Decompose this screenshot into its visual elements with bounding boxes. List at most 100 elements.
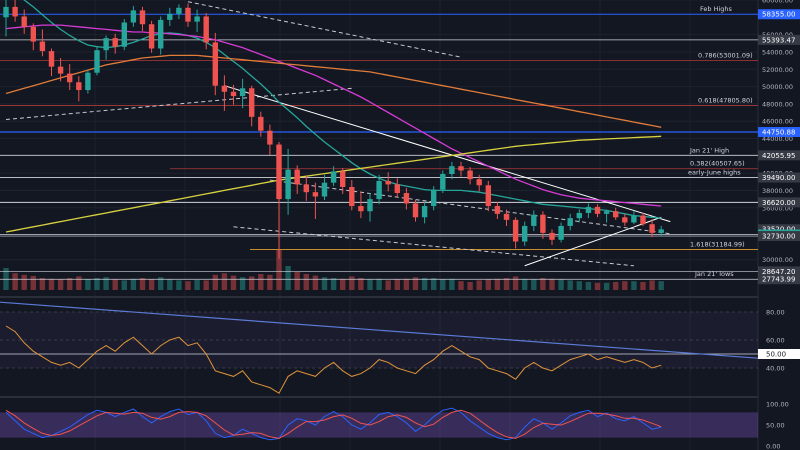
volume-bar bbox=[285, 266, 291, 290]
volume-bar bbox=[522, 278, 528, 290]
rsi-marker-label: 50.00 bbox=[766, 351, 786, 359]
level-label: Jan 21' High bbox=[689, 146, 729, 154]
pane-divider[interactable] bbox=[0, 296, 758, 298]
price-tick-label: 38000.00 bbox=[762, 187, 793, 195]
candle-body bbox=[603, 211, 610, 214]
candle-body bbox=[613, 211, 619, 218]
candle-body bbox=[267, 130, 273, 145]
rsi-tick-label: 60.00 bbox=[766, 337, 785, 345]
price-tag bbox=[758, 266, 800, 277]
candle-body bbox=[148, 24, 155, 49]
price-tick-label: 60000.00 bbox=[762, 0, 793, 5]
price-tick-label: 48000.00 bbox=[762, 100, 793, 108]
candle-body bbox=[576, 212, 582, 219]
volume-bar bbox=[394, 279, 400, 290]
price-tag-label: 32730.00 bbox=[762, 233, 795, 241]
volume-bar bbox=[212, 274, 218, 290]
volume-bar bbox=[112, 279, 118, 290]
candle-body bbox=[312, 192, 319, 197]
volume-bar bbox=[158, 277, 164, 290]
stoch-k-line bbox=[5, 407, 662, 441]
candle-body bbox=[185, 7, 191, 22]
volume-bar bbox=[503, 278, 510, 290]
candle-body bbox=[303, 184, 309, 193]
price-tick-label: 44000.00 bbox=[762, 135, 793, 143]
candle-body bbox=[394, 184, 400, 194]
volume-bar bbox=[403, 278, 410, 290]
volume-bar bbox=[412, 277, 419, 290]
candle-body bbox=[458, 166, 464, 171]
volume-bar bbox=[321, 277, 328, 290]
price-tag bbox=[758, 224, 800, 235]
level-labels: Feb Highs 0.786(53001.09) 0.618(47805.80) J… bbox=[688, 5, 753, 278]
price-tick-label: 50000.00 bbox=[762, 83, 793, 91]
volume-bar bbox=[540, 278, 546, 290]
candle-body bbox=[212, 42, 218, 86]
price-tag bbox=[758, 127, 800, 138]
volume-bar bbox=[385, 280, 391, 290]
candle-body bbox=[39, 41, 46, 52]
volume-bar bbox=[340, 278, 346, 290]
candle-body bbox=[340, 171, 346, 187]
candle-body bbox=[112, 38, 118, 47]
volume-bar bbox=[185, 281, 191, 290]
level-label: 0.786(53001.09) bbox=[698, 52, 753, 60]
volume-bar bbox=[431, 278, 437, 290]
candle-body bbox=[585, 206, 592, 213]
pane-divider[interactable] bbox=[0, 396, 758, 398]
candle-body bbox=[121, 22, 127, 47]
candle-body bbox=[540, 214, 546, 233]
volume-bar bbox=[276, 250, 282, 290]
candle-body bbox=[649, 224, 655, 233]
trendline-ascending bbox=[524, 216, 662, 267]
level-label: early-June highs bbox=[688, 169, 741, 177]
trendline-drawings bbox=[5, 1, 671, 267]
price-tag-label: 36620.00 bbox=[762, 199, 795, 207]
price-tag bbox=[758, 9, 800, 20]
price-tag bbox=[758, 34, 800, 45]
price-tag bbox=[758, 274, 800, 285]
volume-bar bbox=[48, 278, 55, 290]
volume-bar bbox=[239, 277, 246, 290]
moving-average-line bbox=[5, 54, 662, 128]
trendline-dashed bbox=[5, 87, 352, 120]
volume-bar bbox=[39, 278, 46, 290]
volume-bar bbox=[57, 279, 64, 290]
rsi-trendline bbox=[0, 301, 759, 359]
volume-bar bbox=[658, 281, 664, 290]
candle-body bbox=[658, 229, 664, 233]
candle-body bbox=[494, 206, 501, 214]
volume-bar bbox=[449, 278, 455, 290]
candle-body bbox=[285, 169, 291, 200]
candle-body bbox=[158, 19, 164, 49]
volume-bar bbox=[130, 278, 137, 290]
candle-body bbox=[57, 66, 64, 74]
volume-bar bbox=[194, 280, 200, 290]
volume-bar bbox=[558, 279, 564, 290]
channel-dashed bbox=[269, 179, 671, 235]
level-label: Jan 21' lows bbox=[694, 270, 734, 278]
candle-body bbox=[294, 169, 300, 185]
rsi-tick-label: 80.00 bbox=[766, 309, 785, 317]
candle-body bbox=[449, 166, 455, 174]
trendline-dashed bbox=[187, 1, 462, 58]
candle-body bbox=[30, 26, 36, 42]
volume-bar bbox=[585, 282, 592, 290]
volume-bar bbox=[258, 274, 264, 290]
volume-bar bbox=[267, 274, 273, 290]
candle-body bbox=[85, 72, 91, 91]
volume-bar bbox=[567, 280, 573, 290]
volume-bar bbox=[67, 278, 73, 290]
price-tags: 58355.00 55393.47 44750.88 42055.95 39490.00… bbox=[758, 9, 800, 359]
stoch-pane bbox=[0, 407, 758, 441]
price-tag-label: 39490.00 bbox=[762, 174, 795, 182]
volume-bar bbox=[649, 280, 655, 290]
volume-bar bbox=[603, 282, 610, 290]
volume-bar bbox=[376, 278, 382, 290]
volume-bar bbox=[85, 279, 91, 290]
price-tag-label: 28647.20 bbox=[762, 268, 795, 276]
volume-bar bbox=[294, 272, 300, 290]
volume-bar bbox=[21, 274, 27, 290]
trendline-descending bbox=[224, 85, 671, 223]
